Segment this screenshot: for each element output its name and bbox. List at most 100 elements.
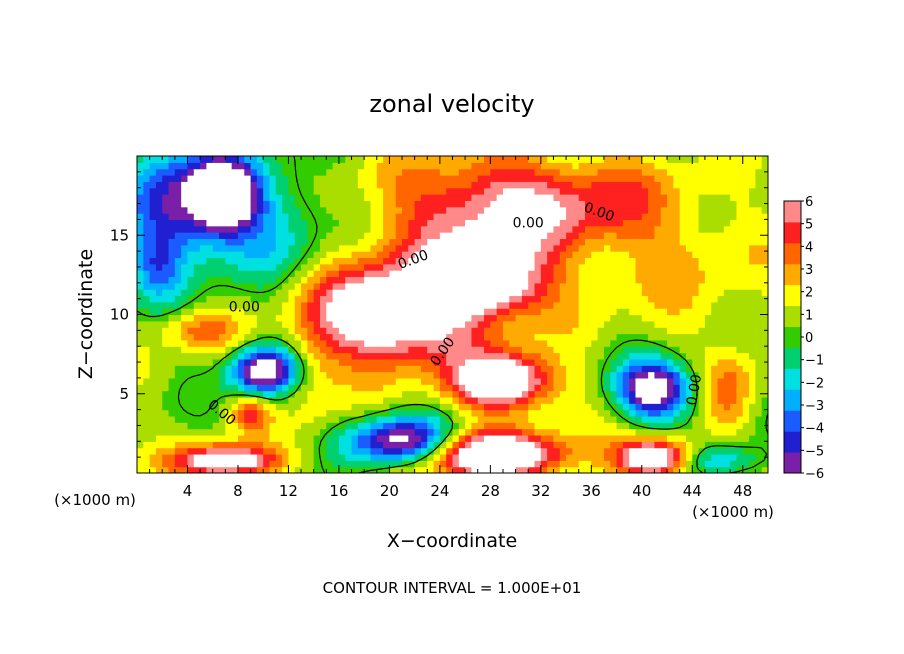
heatmap-cell [717, 365, 725, 373]
heatmap-cell [736, 156, 744, 163]
heatmap-cell [427, 181, 435, 189]
heatmap-cell [155, 453, 163, 461]
heatmap-cell [723, 238, 731, 246]
heatmap-cell [521, 219, 529, 227]
heatmap-cell [231, 282, 239, 290]
heatmap-cell [452, 270, 460, 278]
heatmap-cell [307, 232, 315, 240]
heatmap-cell [578, 276, 586, 284]
heatmap-cell [452, 320, 460, 328]
heatmap-cell [635, 308, 643, 316]
heatmap-cell [540, 251, 548, 259]
heatmap-cell [490, 308, 498, 316]
heatmap-cell [307, 244, 315, 252]
heatmap-cell [294, 466, 302, 473]
heatmap-cell [282, 263, 290, 271]
heatmap-cell [351, 162, 359, 170]
heatmap-cell [250, 453, 258, 461]
heatmap-cell [736, 213, 744, 220]
heatmap-cell [332, 276, 340, 284]
heatmap-cell [534, 289, 542, 297]
heatmap-cell [521, 168, 529, 176]
heatmap-cell [572, 358, 580, 366]
heatmap-cell [275, 403, 283, 411]
heatmap-cell [168, 403, 176, 411]
heatmap-cell [566, 346, 573, 354]
heatmap-cell [174, 289, 182, 297]
heatmap-cell [711, 219, 719, 227]
heatmap-cell [597, 453, 605, 461]
heatmap-cell [711, 301, 719, 309]
heatmap-cell [174, 428, 182, 436]
heatmap-cell [559, 428, 567, 436]
heatmap-cell [364, 301, 372, 309]
heatmap-cell [458, 194, 466, 201]
heatmap-cell [585, 213, 592, 220]
heatmap-cell [200, 371, 208, 379]
heatmap-cell [458, 384, 466, 392]
heatmap-cell [168, 276, 176, 284]
heatmap-cell [641, 263, 649, 271]
heatmap-cell [704, 434, 712, 442]
heatmap-cell [225, 434, 233, 442]
heatmap-cell [345, 358, 353, 366]
heatmap-cell [566, 441, 573, 449]
heatmap-cell [143, 365, 151, 373]
heatmap-cell [219, 194, 226, 201]
heatmap-cell [402, 219, 409, 227]
heatmap-cell [692, 365, 700, 373]
heatmap-cell [275, 225, 283, 233]
heatmap-cell [603, 390, 611, 398]
heatmap-cell [465, 447, 473, 455]
heatmap-cell [597, 251, 605, 259]
heatmap-cell [319, 327, 327, 335]
heatmap-cell [319, 460, 327, 468]
heatmap-cell [282, 377, 290, 385]
heatmap-cell [717, 314, 725, 322]
heatmap-cell [168, 213, 176, 220]
heatmap-cell [521, 422, 529, 430]
heatmap-cell [206, 333, 214, 341]
heatmap-cell [225, 358, 233, 366]
heatmap-cell [742, 314, 750, 322]
heatmap-cell [338, 466, 346, 473]
heatmap-cell [673, 308, 681, 316]
heatmap-cell [730, 460, 738, 468]
heatmap-cell [515, 270, 523, 278]
heatmap-cell [200, 365, 208, 373]
heatmap-cell [566, 213, 573, 220]
heatmap-cell [395, 270, 403, 278]
heatmap-cell [319, 206, 327, 214]
heatmap-cell [193, 339, 201, 347]
heatmap-cell [181, 352, 189, 360]
heatmap-cell [174, 396, 182, 404]
heatmap-cell [597, 181, 605, 189]
heatmap-cell [509, 396, 517, 404]
heatmap-cell [193, 206, 201, 214]
heatmap-cell [679, 251, 687, 259]
heatmap-cell [294, 200, 302, 208]
heatmap-cell [427, 422, 435, 430]
heatmap-cell [288, 276, 296, 284]
heatmap-cell [200, 441, 208, 449]
heatmap-cell [137, 181, 144, 189]
heatmap-cell [181, 238, 189, 246]
heatmap-cell [408, 434, 416, 442]
heatmap-cell [143, 339, 151, 347]
heatmap-cell [502, 187, 510, 195]
heatmap-cell [452, 225, 460, 233]
heatmap-cell [282, 346, 290, 354]
heatmap-cell [137, 308, 144, 316]
heatmap-cell [288, 409, 296, 417]
heatmap-cell [502, 339, 510, 347]
heatmap-cell [162, 175, 170, 182]
heatmap-cell [458, 156, 466, 163]
heatmap-cell [237, 308, 245, 316]
heatmap-cell [755, 466, 763, 473]
heatmap-cell [692, 428, 700, 436]
heatmap-cell [269, 181, 277, 189]
heatmap-cell [452, 232, 460, 240]
heatmap-cell [528, 187, 536, 195]
heatmap-cell [402, 453, 409, 461]
heatmap-cell [168, 460, 176, 468]
